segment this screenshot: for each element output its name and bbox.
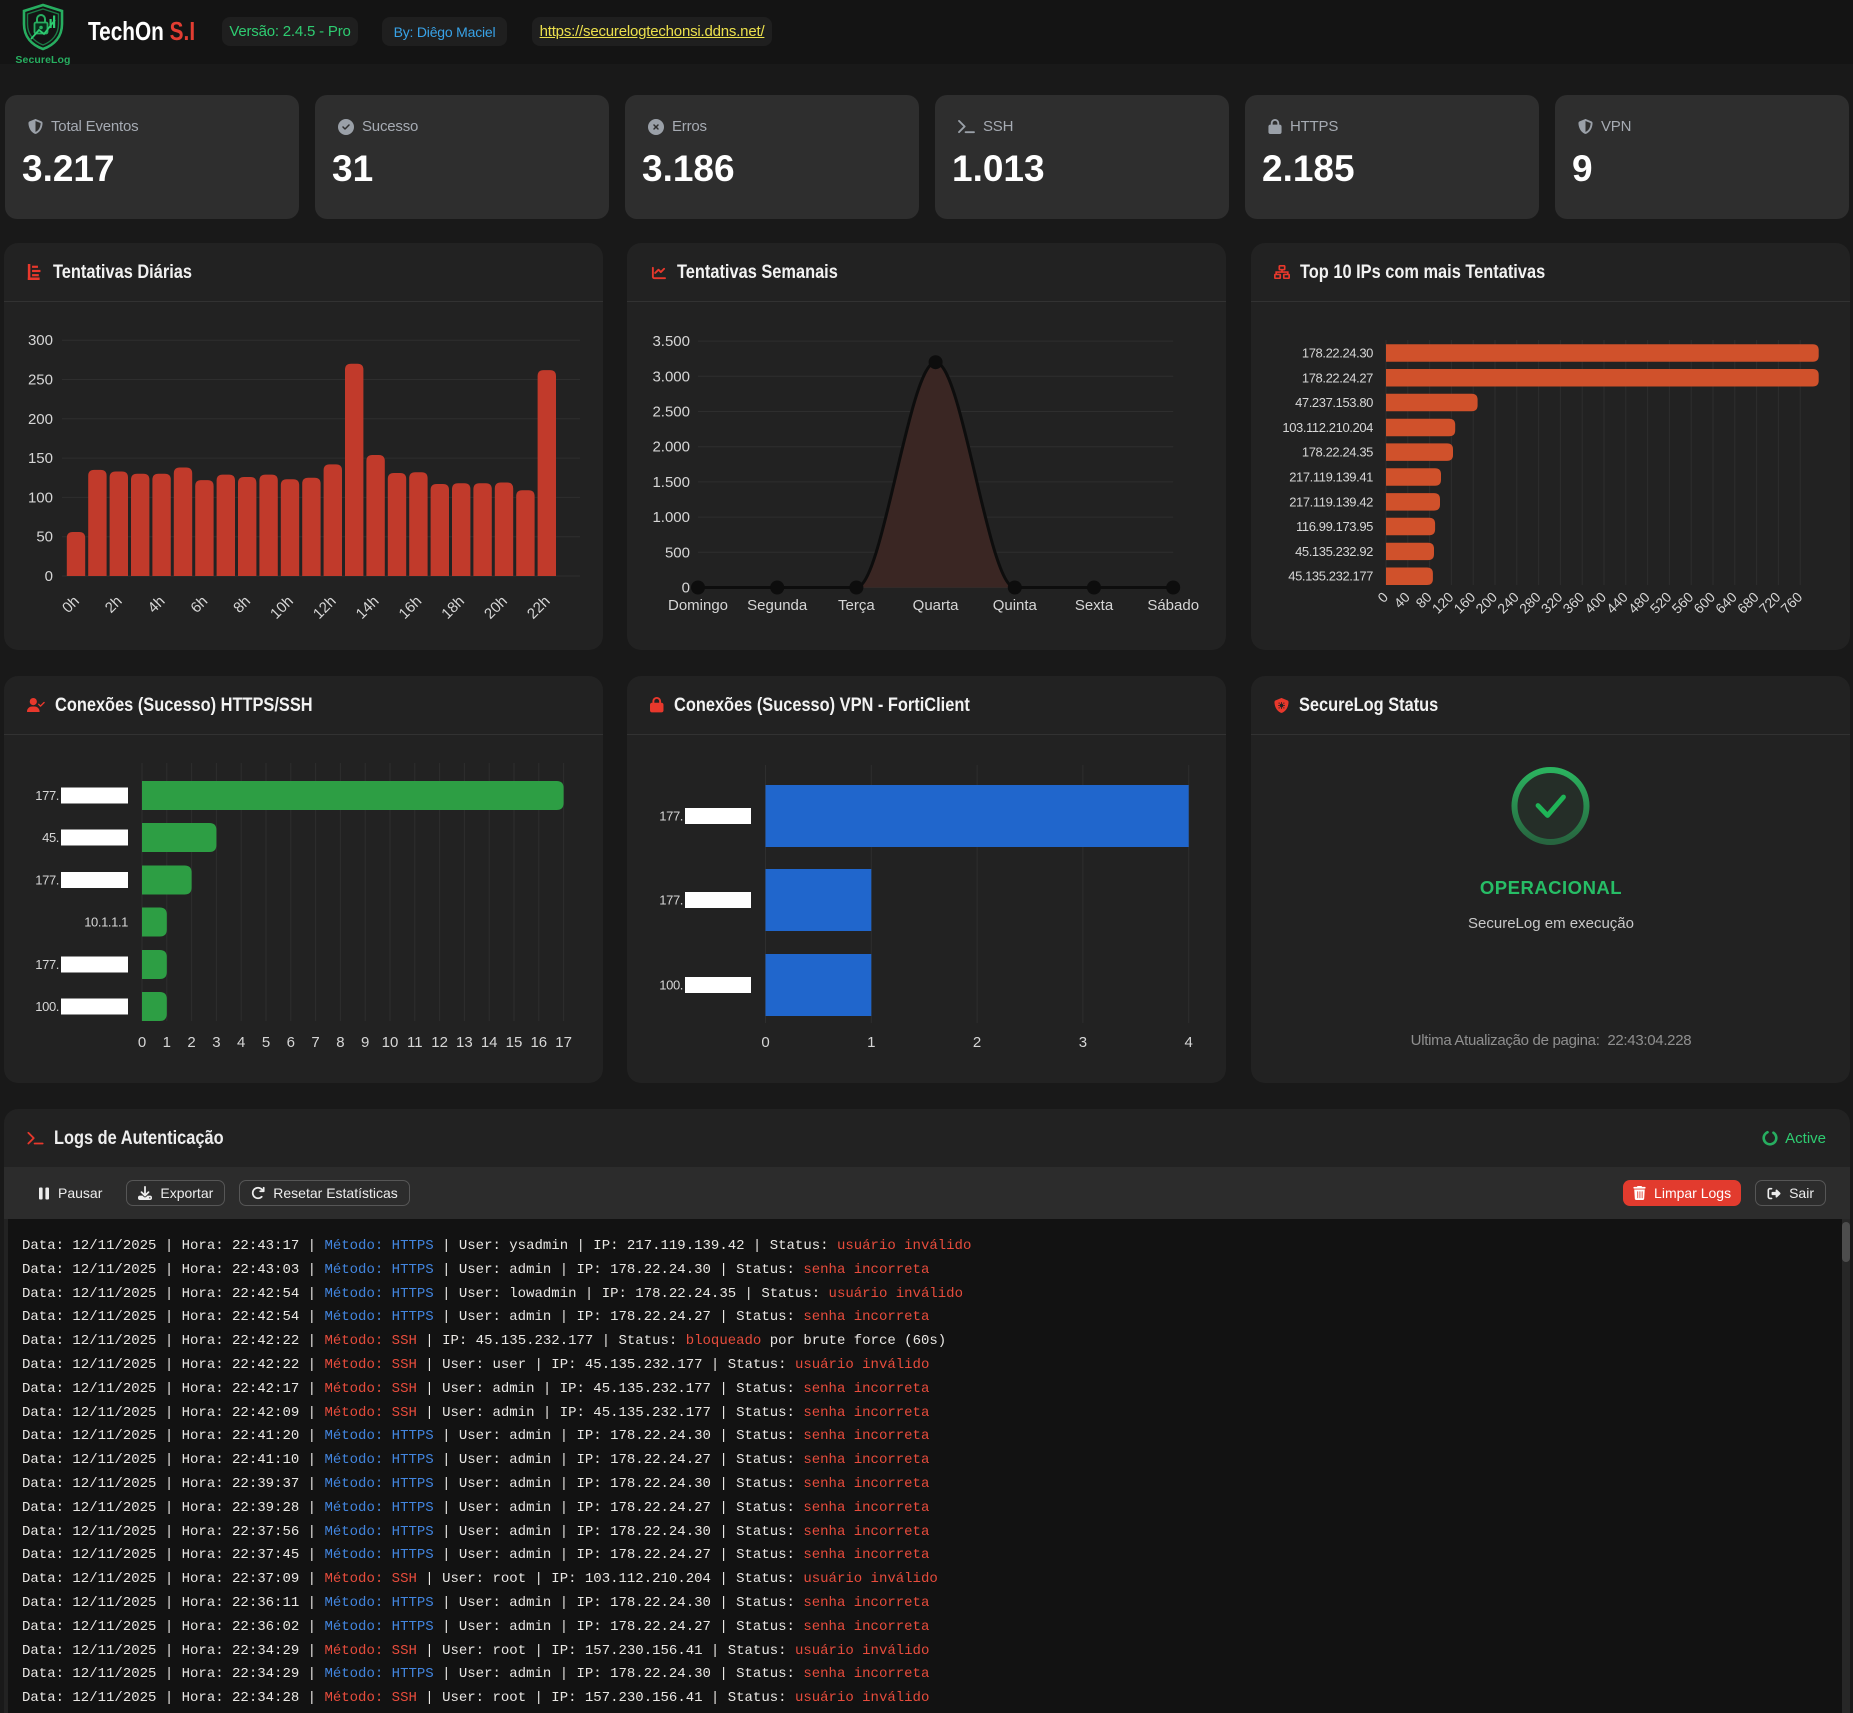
svg-text:45.135.232.92: 45.135.232.92 bbox=[1295, 544, 1373, 559]
svg-text:Terça: Terça bbox=[838, 597, 875, 614]
svg-text:217.119.139.42: 217.119.139.42 bbox=[1289, 494, 1373, 509]
svg-text:500: 500 bbox=[665, 544, 690, 561]
svg-text:177.: 177. bbox=[659, 809, 683, 824]
svg-text:177.: 177. bbox=[659, 893, 683, 908]
svg-text:116.99.173.95: 116.99.173.95 bbox=[1296, 519, 1373, 534]
svg-text:2.000: 2.000 bbox=[652, 439, 690, 456]
svg-text:13: 13 bbox=[456, 1034, 473, 1051]
svg-text:177.: 177. bbox=[35, 957, 59, 972]
svg-text:14: 14 bbox=[481, 1034, 498, 1051]
svg-text:9: 9 bbox=[361, 1034, 369, 1051]
svg-text:1.500: 1.500 bbox=[652, 474, 690, 491]
svg-text:16: 16 bbox=[530, 1034, 547, 1051]
svg-text:1: 1 bbox=[163, 1034, 171, 1051]
svg-text:50: 50 bbox=[36, 529, 53, 546]
svg-text:1: 1 bbox=[867, 1034, 875, 1051]
svg-text:Sexta: Sexta bbox=[1075, 597, 1114, 614]
svg-text:Quinta: Quinta bbox=[993, 597, 1038, 614]
svg-text:0h: 0h bbox=[59, 593, 83, 617]
svg-text:0: 0 bbox=[682, 580, 690, 597]
svg-text:100: 100 bbox=[28, 489, 53, 506]
svg-text:217.119.139.41: 217.119.139.41 bbox=[1289, 470, 1373, 485]
svg-text:17: 17 bbox=[555, 1034, 572, 1051]
svg-text:15: 15 bbox=[506, 1034, 523, 1051]
svg-text:11: 11 bbox=[407, 1034, 423, 1051]
svg-text:12h: 12h bbox=[310, 593, 340, 623]
svg-text:4: 4 bbox=[1185, 1034, 1193, 1051]
svg-text:14h: 14h bbox=[353, 593, 383, 623]
svg-text:10.1.1.1: 10.1.1.1 bbox=[84, 915, 128, 930]
svg-text:3: 3 bbox=[1079, 1034, 1087, 1051]
svg-text:40: 40 bbox=[1391, 589, 1413, 611]
svg-text:7: 7 bbox=[311, 1034, 319, 1051]
svg-text:100.: 100. bbox=[35, 999, 59, 1014]
svg-text:4h: 4h bbox=[145, 593, 169, 617]
svg-text:3: 3 bbox=[212, 1034, 220, 1051]
svg-text:0: 0 bbox=[138, 1034, 146, 1051]
svg-text:250: 250 bbox=[28, 372, 53, 389]
svg-text:4: 4 bbox=[237, 1034, 245, 1051]
svg-text:Domingo: Domingo bbox=[668, 597, 728, 614]
svg-text:16h: 16h bbox=[396, 593, 426, 623]
svg-text:10h: 10h bbox=[267, 593, 297, 623]
svg-text:22h: 22h bbox=[524, 593, 554, 623]
svg-text:2: 2 bbox=[973, 1034, 981, 1051]
svg-text:8: 8 bbox=[336, 1034, 344, 1051]
svg-text:178.22.24.35: 178.22.24.35 bbox=[1302, 445, 1373, 460]
svg-text:200: 200 bbox=[28, 411, 53, 428]
svg-text:300: 300 bbox=[28, 332, 53, 349]
svg-text:5: 5 bbox=[262, 1034, 270, 1051]
svg-text:OPERACIONAL: OPERACIONAL bbox=[1480, 877, 1622, 898]
svg-text:6h: 6h bbox=[187, 593, 211, 617]
svg-text:Quarta: Quarta bbox=[913, 597, 960, 614]
svg-text:0: 0 bbox=[1374, 589, 1391, 606]
svg-text:SecureLog em execução: SecureLog em execução bbox=[1468, 915, 1634, 932]
svg-text:10: 10 bbox=[382, 1034, 399, 1051]
svg-text:0: 0 bbox=[761, 1034, 769, 1051]
svg-text:Segunda: Segunda bbox=[747, 597, 808, 614]
svg-text:0: 0 bbox=[45, 568, 53, 585]
svg-text:20h: 20h bbox=[481, 593, 511, 623]
svg-text:12: 12 bbox=[431, 1034, 448, 1051]
svg-text:3.000: 3.000 bbox=[652, 368, 690, 385]
svg-text:103.112.210.204: 103.112.210.204 bbox=[1282, 420, 1373, 435]
svg-text:178.22.24.27: 178.22.24.27 bbox=[1302, 370, 1373, 385]
svg-text:18h: 18h bbox=[438, 593, 468, 623]
svg-text:2.500: 2.500 bbox=[652, 404, 690, 421]
svg-text:100.: 100. bbox=[659, 978, 683, 993]
svg-text:2h: 2h bbox=[102, 593, 126, 617]
svg-text:6: 6 bbox=[287, 1034, 295, 1051]
svg-text:47.237.153.80: 47.237.153.80 bbox=[1295, 395, 1373, 410]
svg-text:45.135.232.177: 45.135.232.177 bbox=[1288, 569, 1373, 584]
svg-text:150: 150 bbox=[28, 450, 53, 467]
svg-text:177.: 177. bbox=[35, 873, 59, 888]
svg-text:8h: 8h bbox=[230, 593, 254, 617]
svg-text:177.: 177. bbox=[35, 788, 59, 803]
svg-text:178.22.24.30: 178.22.24.30 bbox=[1302, 346, 1373, 361]
svg-text:1.000: 1.000 bbox=[652, 509, 690, 526]
svg-text:Sábado: Sábado bbox=[1147, 597, 1199, 614]
svg-text:Ultima Atualização de pagina:: Ultima Atualização de pagina: 22:43:04.2… bbox=[1411, 1032, 1692, 1049]
svg-text:760: 760 bbox=[1777, 589, 1805, 617]
svg-text:3.500: 3.500 bbox=[652, 333, 690, 350]
svg-text:45.: 45. bbox=[42, 830, 59, 845]
svg-text:2: 2 bbox=[187, 1034, 195, 1051]
